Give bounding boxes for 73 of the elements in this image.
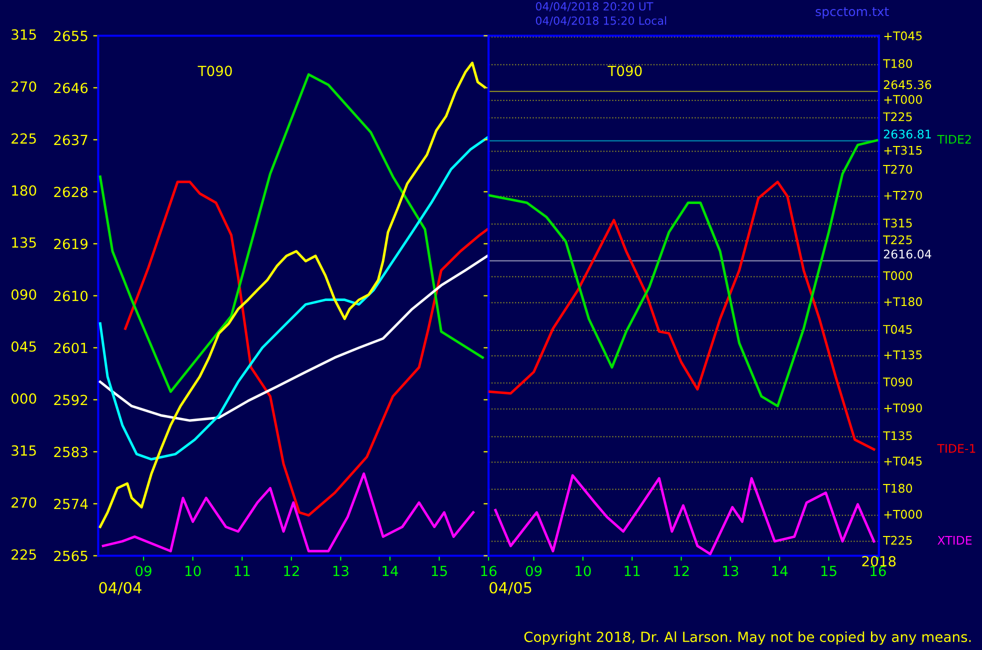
text: 090 (11, 289, 36, 300)
x-tick-label: 13 (333, 566, 348, 576)
text: 045 (11, 341, 36, 352)
ref-line-label: +T000 (884, 94, 922, 104)
text: 2018 (862, 556, 896, 566)
x-tick-label: 11 (624, 566, 640, 576)
ref-line-label: T045 (883, 324, 912, 334)
ref-line-label: T000 (883, 271, 912, 280)
ref-line-label: 2645.36 (884, 80, 932, 90)
x-tick-label: 15 (821, 566, 836, 576)
x-tick-label: 09 (136, 566, 152, 576)
text: 225 (12, 133, 36, 144)
y-tick-label: 2655 (54, 30, 88, 42)
ref-line-label: +T180 (884, 297, 922, 306)
ref-line-label: +T000 (884, 510, 922, 519)
ref-line-label: +T045 (884, 456, 922, 466)
text: TIDE2 (937, 134, 971, 144)
y-tick-label: 2601 (54, 342, 88, 354)
y-tick-label: 2619 (54, 238, 88, 250)
ref-line-label: +T090 (884, 403, 922, 412)
ref-line-label: +T315 (884, 146, 922, 155)
y-tick-label: 2583 (54, 446, 88, 458)
ref-line-label: T135 (883, 431, 912, 440)
y-tick-label: 2637 (54, 134, 88, 146)
text: 270 (12, 497, 36, 508)
ref-line-label: +T270 (884, 190, 922, 200)
text: 180 (12, 185, 36, 196)
y-tick-label: 2565 (54, 550, 88, 562)
ref-line-label: T315 (883, 218, 912, 228)
y-tick-label: 2610 (54, 290, 88, 302)
text: 225 (12, 549, 36, 560)
ref-line-label: T180 (883, 484, 912, 493)
ref-line-label: T225 (883, 536, 912, 545)
ref-line-label: T180 (883, 59, 912, 68)
text: 135 (12, 237, 36, 248)
ref-line-label: 2616.04 (884, 250, 932, 259)
text: 315 (12, 445, 36, 456)
x-tick-label: 14 (772, 566, 788, 576)
text: 04/04/2018 20:20 UT (536, 2, 654, 12)
x-tick-label: 14 (382, 566, 398, 576)
x-tick-label: 16 (870, 566, 886, 576)
annotation: T090 (608, 66, 642, 76)
ref-line-label: +T135 (884, 350, 922, 360)
text: 000 (11, 393, 36, 404)
x-axis-title: 04/04 (99, 582, 142, 595)
text: 04/04/2018 15:20 Local (536, 16, 666, 26)
y-tick-label: 2628 (54, 186, 88, 198)
x-tick-label: 13 (723, 566, 738, 576)
ref-line-label: T225 (883, 235, 912, 244)
y-tick-label: 2574 (54, 498, 88, 510)
ref-line-label: T225 (883, 112, 912, 122)
x-tick-label: 12 (674, 566, 689, 576)
text: 315 (12, 29, 36, 40)
y-tick-label: 2646 (54, 82, 88, 94)
ref-line-label: T270 (883, 164, 912, 174)
x-axis-title: 04/05 (490, 582, 532, 595)
text: TIDE-1 (937, 444, 976, 453)
x-tick-label: 16 (481, 566, 497, 576)
x-tick-label: 11 (234, 566, 250, 576)
x-tick-label: 10 (576, 566, 591, 576)
x-tick-label: 12 (284, 566, 299, 576)
y-tick-label: 2592 (54, 394, 88, 406)
text: 270 (12, 81, 36, 92)
text: spcctom.txt (816, 7, 889, 19)
x-tick-label: 10 (186, 566, 201, 576)
text: XTIDE (938, 536, 972, 545)
ref-line-label: 2636.81 (884, 130, 931, 139)
text: Copyright 2018, Dr. Al Larson. May not be copied by any means. (524, 631, 971, 645)
x-tick-label: 09 (526, 566, 542, 576)
x-tick-label: 15 (432, 566, 447, 576)
ref-line-label: +T045 (884, 31, 922, 40)
annotation: T090 (198, 66, 232, 76)
ref-line-label: T090 (883, 377, 912, 386)
